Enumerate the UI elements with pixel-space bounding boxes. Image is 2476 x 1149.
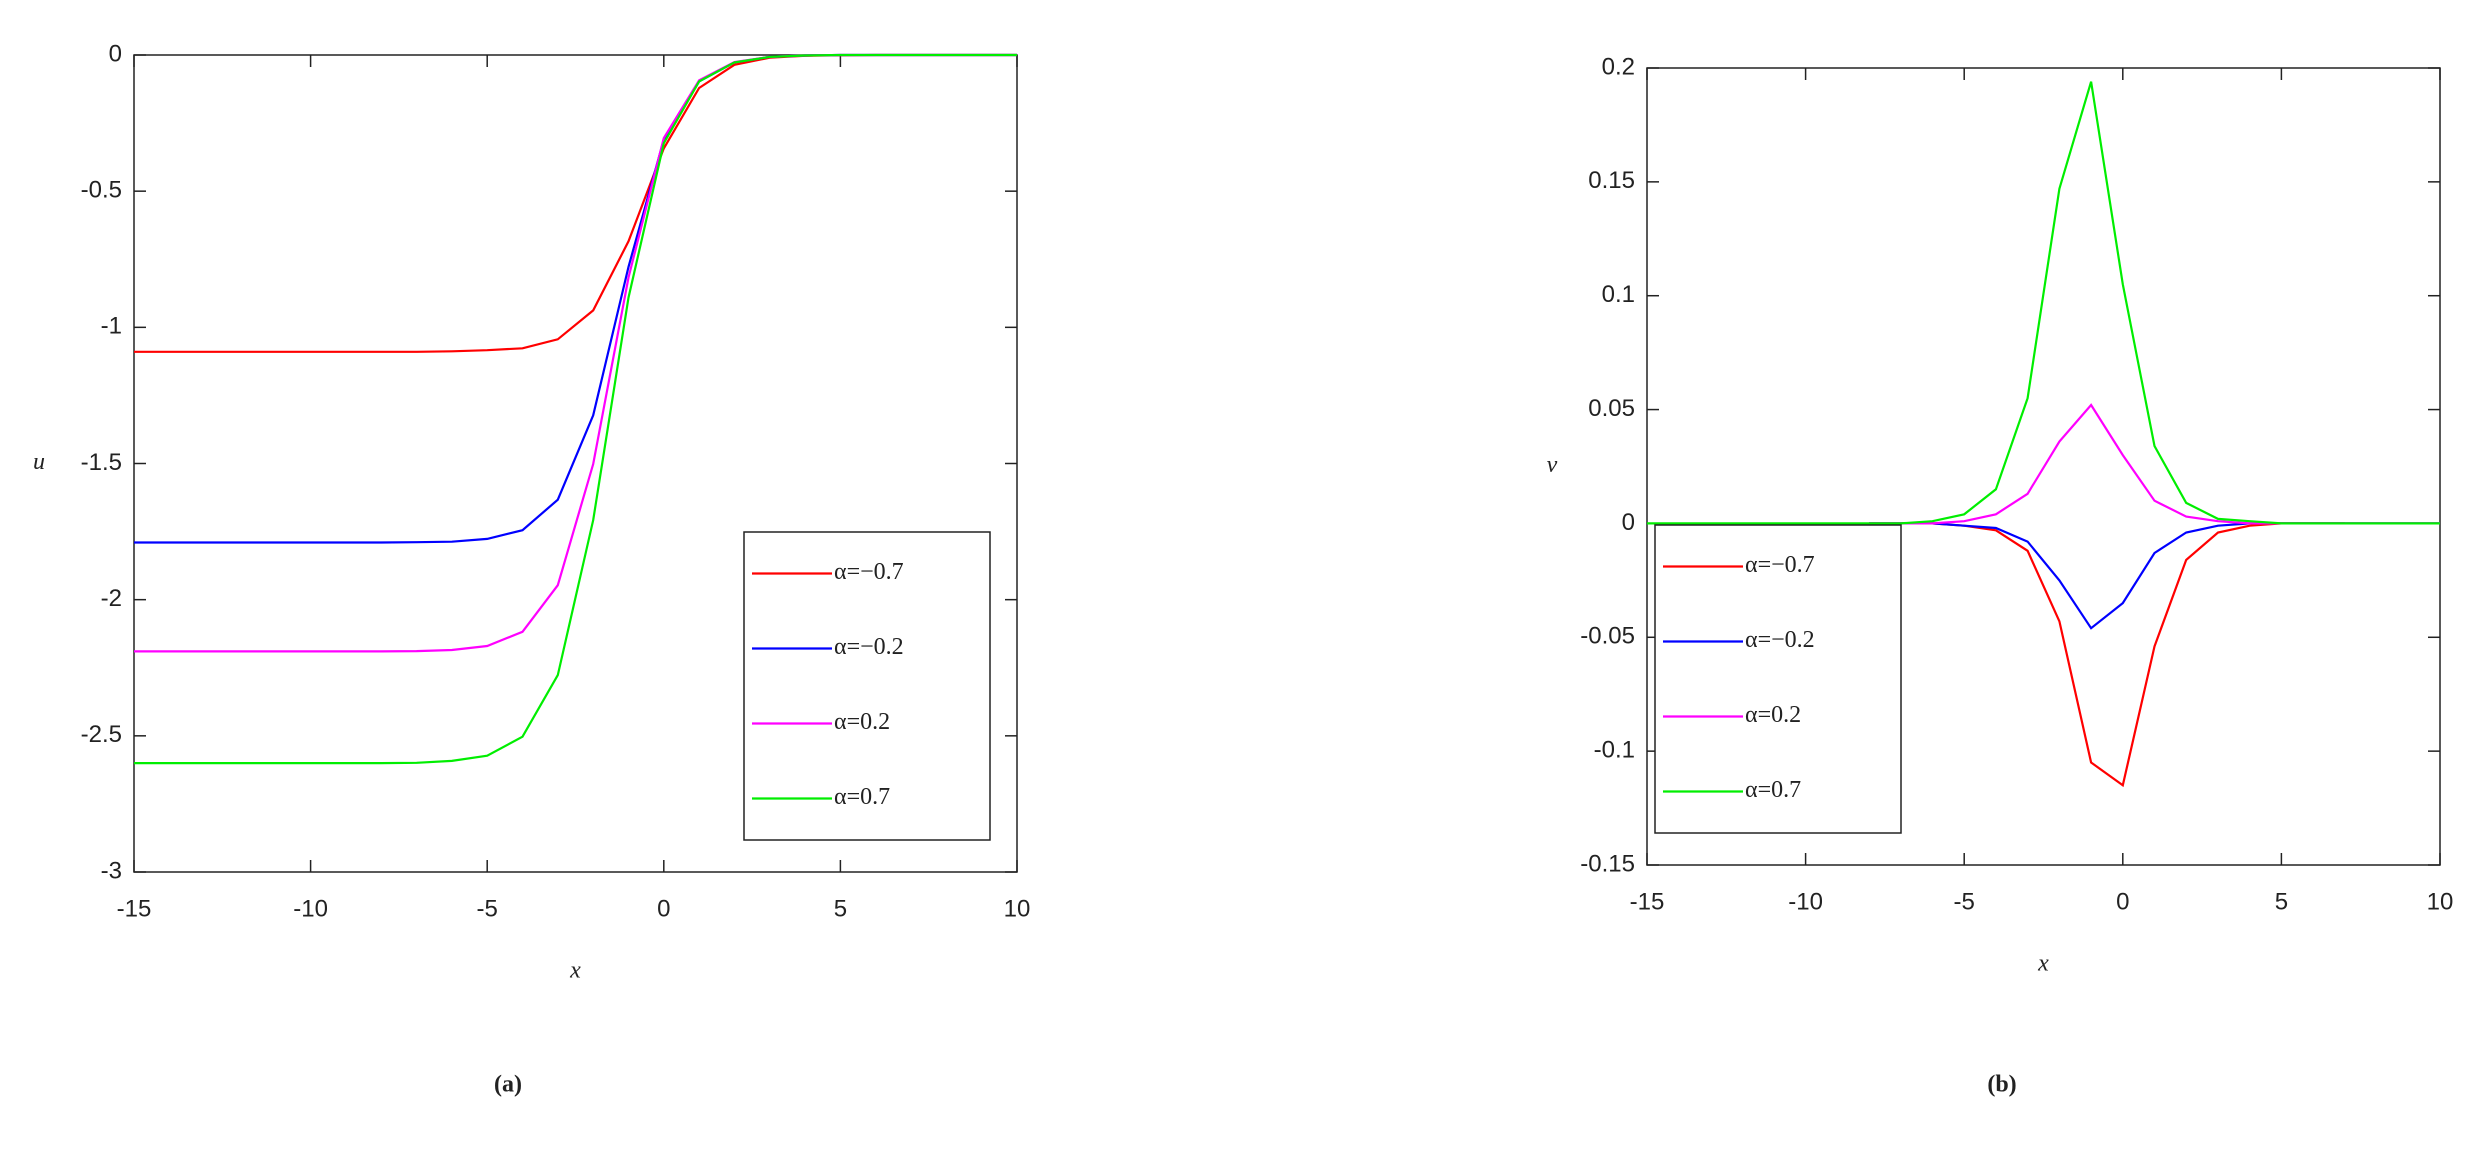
y-axis-label: v — [1547, 452, 1558, 478]
y-tick-label: -2.5 — [81, 721, 122, 748]
panel-caption: (b) — [1987, 1072, 2016, 1098]
x-axis-label: x — [2037, 951, 2049, 977]
legend-label: α=−0.2 — [834, 634, 904, 660]
series-line — [1869, 403, 2440, 525]
y-tick-label: -2 — [101, 585, 122, 612]
legend-label: α=−0.2 — [1745, 627, 1815, 653]
x-tick-label: -5 — [477, 895, 498, 922]
x-tick-label: 0 — [657, 895, 670, 922]
panel-caption: (a) — [494, 1072, 522, 1098]
x-tick-label: 10 — [1004, 895, 1031, 922]
y-tick-label: -1 — [101, 313, 122, 340]
legend-label: α=0.7 — [1745, 777, 1801, 803]
legend-label: α=0.2 — [1745, 702, 1801, 728]
x-tick-label: 0 — [2116, 888, 2129, 915]
x-tick-label: 10 — [2427, 888, 2454, 915]
x-tick-label: 5 — [834, 895, 847, 922]
x-tick-label: -10 — [293, 895, 328, 922]
x-tick-label: -15 — [1630, 888, 1665, 915]
y-tick-label: 0 — [109, 40, 122, 67]
series-line — [134, 53, 1017, 765]
legend-box — [1654, 524, 1902, 834]
x-tick-label: -15 — [117, 895, 152, 922]
y-tick-label: -0.1 — [1594, 736, 1635, 763]
y-tick-label: 0.05 — [1588, 395, 1635, 422]
y-tick-label: -0.5 — [81, 177, 122, 204]
y-tick-label: 0 — [1622, 509, 1635, 536]
legend-label: α=−0.7 — [1745, 552, 1815, 578]
series-line — [1869, 522, 2345, 788]
x-axis-label: x — [569, 958, 581, 984]
y-tick-label: -1.5 — [81, 449, 122, 476]
y-tick-label: -3 — [101, 857, 122, 884]
legend-label: α=−0.7 — [834, 559, 904, 585]
y-tick-label: -0.15 — [1580, 850, 1635, 877]
series-line — [134, 53, 1017, 353]
series-line — [1647, 81, 2440, 525]
plot-area — [1646, 67, 2441, 866]
x-tick-label: -10 — [1788, 888, 1823, 915]
legend-label: α=0.2 — [834, 709, 890, 735]
y-axis-label: u — [33, 449, 45, 475]
series-line — [134, 53, 1017, 544]
y-tick-label: 0.2 — [1602, 53, 1635, 80]
legend-box — [743, 531, 991, 841]
y-tick-label: -0.05 — [1580, 623, 1635, 650]
series-line — [1869, 522, 2440, 630]
y-tick-label: 0.15 — [1588, 167, 1635, 194]
x-tick-label: -5 — [1954, 888, 1975, 915]
legend-label: α=0.7 — [834, 784, 890, 810]
x-tick-label: 5 — [2275, 888, 2288, 915]
y-tick-label: 0.1 — [1602, 281, 1635, 308]
